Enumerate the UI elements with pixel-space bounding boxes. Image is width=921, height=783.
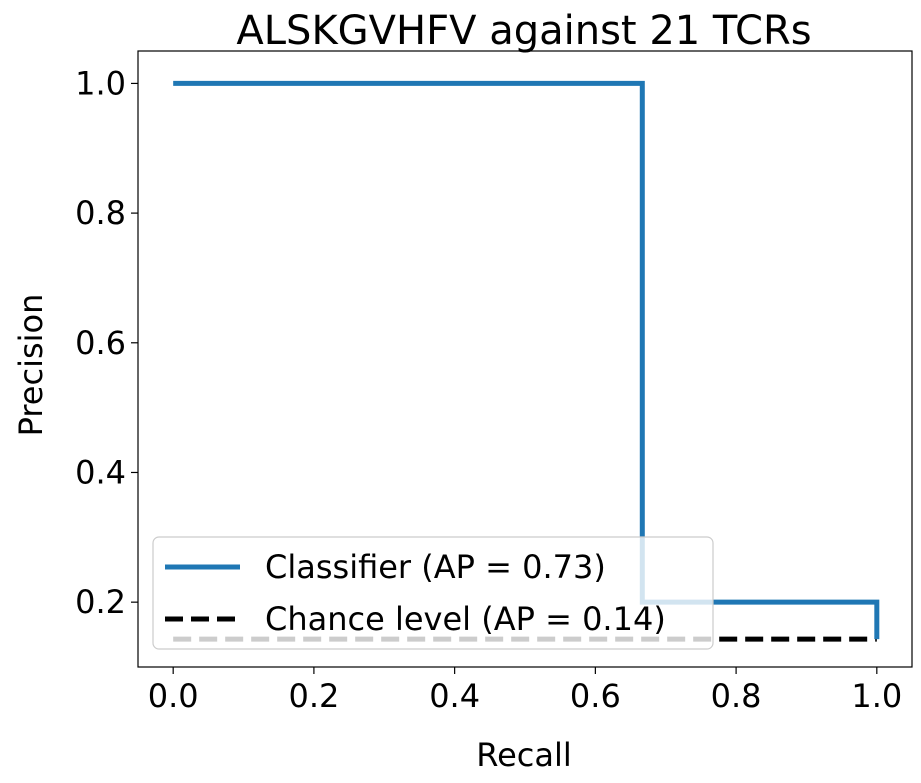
x-tick-label: 0.0: [148, 677, 199, 715]
x-axis-label: Recall: [476, 736, 571, 774]
y-axis-ticks: 0.2 0.4 0.6 0.8 1.0: [75, 64, 138, 621]
chart-title: ALSKGVHFV against 21 TCRs: [236, 8, 811, 54]
x-tick-label: 0.6: [570, 677, 621, 715]
x-tick-label: 0.4: [429, 677, 480, 715]
legend-label: Classifier (AP = 0.73): [265, 548, 606, 586]
plot-frame: [137, 50, 913, 668]
legend-box: [152, 536, 714, 650]
y-axis-label: Precision: [12, 294, 50, 437]
legend-label: Chance level (AP = 0.14): [265, 600, 666, 638]
y-tick-label: 0.2: [75, 583, 126, 621]
y-tick-label: 0.4: [75, 453, 126, 491]
y-tick-label: 0.6: [75, 324, 126, 362]
y-tick-label: 1.0: [75, 64, 126, 102]
legend: Classifier (AP = 0.73) Chance level (AP =…: [152, 536, 714, 650]
x-tick-label: 1.0: [851, 677, 902, 715]
y-tick-label: 0.8: [75, 194, 126, 232]
x-axis-ticks: 0.0 0.2 0.4 0.6 0.8 1.0: [148, 667, 902, 715]
x-tick-label: 0.8: [711, 677, 762, 715]
x-tick-label: 0.2: [288, 677, 339, 715]
